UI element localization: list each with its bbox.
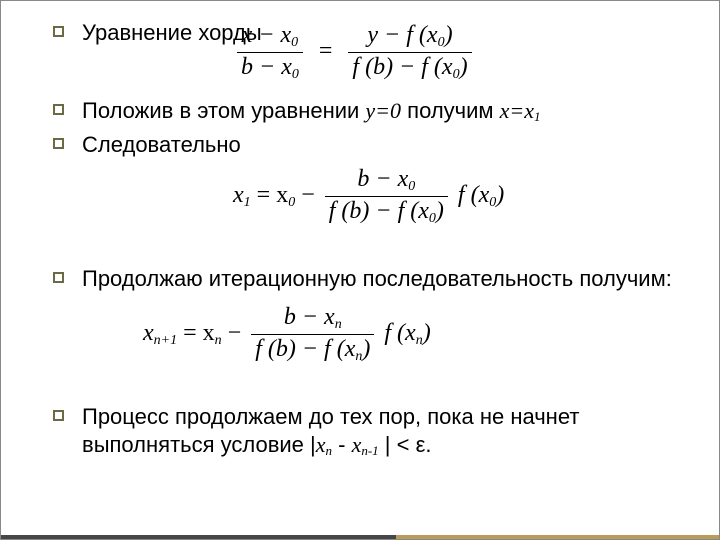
- bullet-row-4: Продолжаю итерационную последовательност…: [53, 265, 679, 294]
- bullet-2-text: Положив в этом уравнении y=0 получим x=x…: [82, 97, 541, 126]
- bullet-row-2: Положив в этом уравнении y=0 получим x=x…: [53, 97, 679, 126]
- bullet-3-text: Следовательно: [82, 131, 241, 160]
- equation-xn1: xn+1 = xn − b − xn f (b) − f (xn) f (xn): [143, 304, 679, 365]
- bullet-icon: [53, 26, 64, 37]
- bullet-5-text: Процесс продолжаем до тех пор, пока не н…: [82, 403, 679, 460]
- bullet-4-text: Продолжаю итерационную последовательност…: [82, 265, 672, 294]
- bullet-row-3: Следовательно: [53, 131, 679, 160]
- equation-chord: x − x0 b − x0 = y − f (x0) f (b) − f (x0…: [233, 22, 679, 83]
- bullet-icon: [53, 104, 64, 115]
- bullet-icon: [53, 138, 64, 149]
- bullet-row-5: Процесс продолжаем до тех пор, пока не н…: [53, 403, 679, 460]
- bullet-icon: [53, 272, 64, 283]
- bullet-icon: [53, 410, 64, 421]
- equation-x1: x1 = x0 − b − x0 f (b) − f (x0) f (x0): [233, 166, 679, 227]
- slide-frame: Уравнение хорды x − x0 b − x0 = y − f (x…: [0, 0, 720, 540]
